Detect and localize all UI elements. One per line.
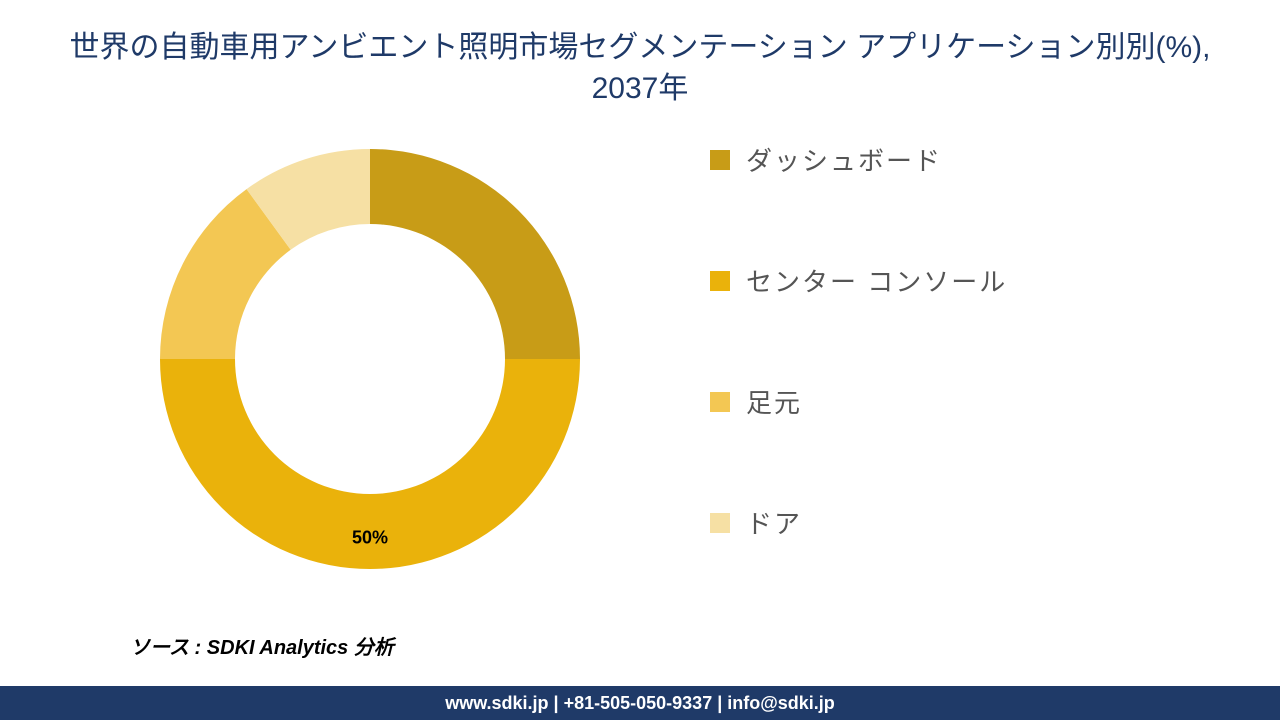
legend-swatch-0 bbox=[710, 150, 730, 170]
legend-item-1: センター コンソール bbox=[710, 262, 1240, 299]
source-text: SDKI Analytics 分析 bbox=[207, 637, 394, 659]
legend: ダッシュボードセンター コンソール足元ドア bbox=[700, 129, 1240, 541]
legend-label-1: センター コンソール bbox=[746, 262, 1007, 299]
chart-area: 50% bbox=[40, 129, 700, 589]
legend-label-2: 足元 bbox=[746, 383, 802, 420]
legend-swatch-2 bbox=[710, 392, 730, 412]
legend-label-3: ドア bbox=[746, 504, 802, 541]
source-prefix: ソース : bbox=[130, 637, 207, 659]
legend-item-2: 足元 bbox=[710, 383, 1240, 420]
legend-swatch-1 bbox=[710, 271, 730, 291]
chart-title: 世界の自動車用アンビエント照明市場セグメンテーション アプリケーション別別(%)… bbox=[0, 0, 1280, 119]
donut-svg bbox=[140, 129, 600, 589]
legend-swatch-3 bbox=[710, 513, 730, 533]
slice-label-1: 50% bbox=[352, 528, 388, 549]
legend-item-3: ドア bbox=[710, 504, 1240, 541]
page-root: 世界の自動車用アンビエント照明市場セグメンテーション アプリケーション別別(%)… bbox=[0, 0, 1280, 720]
donut-chart: 50% bbox=[140, 129, 600, 589]
legend-item-0: ダッシュボード bbox=[710, 141, 1240, 178]
source-attribution: ソース : SDKI Analytics 分析 bbox=[130, 631, 394, 660]
legend-label-0: ダッシュボード bbox=[746, 141, 942, 178]
donut-hole bbox=[236, 225, 504, 493]
footer-bar: www.sdki.jp | +81-505-050-9337 | info@sd… bbox=[0, 686, 1280, 720]
content-row: 50% ダッシュボードセンター コンソール足元ドア bbox=[0, 119, 1280, 720]
